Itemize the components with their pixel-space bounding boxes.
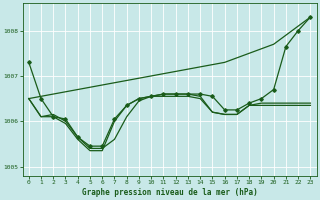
X-axis label: Graphe pression niveau de la mer (hPa): Graphe pression niveau de la mer (hPa) xyxy=(82,188,258,197)
